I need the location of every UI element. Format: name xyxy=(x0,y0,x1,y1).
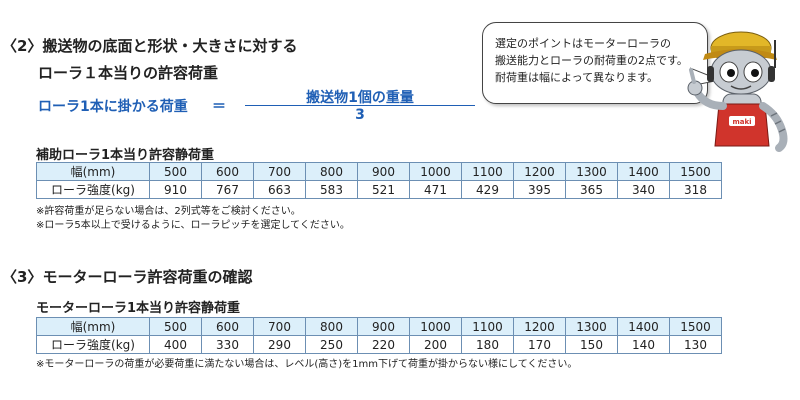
table-1-width: 1300 xyxy=(565,162,618,181)
table-2-width: 1000 xyxy=(409,317,462,336)
table-2-value: 290 xyxy=(253,335,306,354)
table-1-width: 1500 xyxy=(669,162,722,181)
table-2-width: 1200 xyxy=(513,317,566,336)
table-2-value: 250 xyxy=(305,335,358,354)
section-2-heading: 〈2〉搬送物の底面と形状・大きさに対する xyxy=(2,35,297,56)
table-2-width: 800 xyxy=(305,317,358,336)
table-2-width: 500 xyxy=(149,317,202,336)
motor-roller-load-table: 幅(mm) 500 600 700 800 900 1000 1100 1200… xyxy=(36,317,722,354)
table-1-width: 800 xyxy=(305,162,358,181)
table-1-header-row: 幅(mm) 500 600 700 800 900 1000 1100 1200… xyxy=(36,162,722,181)
table-2-value: 170 xyxy=(513,335,566,354)
table-2-value: 150 xyxy=(565,335,618,354)
section-2-number: 〈2〉 xyxy=(2,37,43,55)
table-1-title: 補助ローラ1本当り許容静荷重 xyxy=(36,148,215,163)
robot-mascot-illustration: maki xyxy=(687,31,788,152)
table-2-width: 900 xyxy=(357,317,410,336)
section-3-title: モーターローラ許容荷重の確認 xyxy=(42,268,253,286)
table-1-note-1: ※許容荷重が足らない場合は、2列式等をご検討ください。 xyxy=(36,206,301,217)
table-1-value: 583 xyxy=(305,180,358,199)
table-1-value: 365 xyxy=(565,180,618,199)
apron-label: maki xyxy=(732,118,751,126)
table-2-note-1: ※モーターローラの荷重が必要荷重に満たない場合は、レベル(高さ)を1mm下げて荷… xyxy=(36,359,578,370)
section-2-title-line2: ローラ１本当りの許容荷重 xyxy=(38,64,219,82)
table-2-row-label: ローラ強度(kg) xyxy=(36,335,150,354)
table-2-width: 1300 xyxy=(565,317,618,336)
bubble-line-2: 搬送能力とローラの耐荷重の2点です。 xyxy=(495,54,688,67)
table-1-value: 340 xyxy=(617,180,670,199)
section-2-title-line1: 搬送物の底面と形状・大きさに対する xyxy=(42,37,298,55)
table-1-value: 318 xyxy=(669,180,722,199)
table-1-note-2: ※ローラ5本以上で受けるように、ローラピッチを選定してください。 xyxy=(36,220,350,231)
bubble-line-3: 耐荷重は幅によって異なります。 xyxy=(495,71,659,84)
table-2-value: 130 xyxy=(669,335,722,354)
table-2-value: 330 xyxy=(201,335,254,354)
table-1-width: 1000 xyxy=(409,162,462,181)
table-1-width: 1200 xyxy=(513,162,566,181)
table-2-value-row: ローラ強度(kg) 400 330 290 250 220 200 180 17… xyxy=(36,335,722,354)
table-1-width: 900 xyxy=(357,162,410,181)
table-2-header-label: 幅(mm) xyxy=(36,317,150,336)
table-1-value: 663 xyxy=(253,180,306,199)
formula-numerator: 搬送物1個の重量 xyxy=(306,90,414,106)
table-2-value: 180 xyxy=(461,335,514,354)
table-1-width: 500 xyxy=(149,162,202,181)
table-1-value: 910 xyxy=(149,180,202,199)
table-2-width: 1500 xyxy=(669,317,722,336)
table-1-width: 600 xyxy=(201,162,254,181)
table-1-header-label: 幅(mm) xyxy=(36,162,150,181)
table-1-value: 471 xyxy=(409,180,462,199)
table-1-value: 767 xyxy=(201,180,254,199)
table-2-value: 400 xyxy=(149,335,202,354)
formula-equals: ＝ xyxy=(212,99,226,115)
table-1-value: 395 xyxy=(513,180,566,199)
table-2-width: 1100 xyxy=(461,317,514,336)
formula-denominator: 3 xyxy=(355,107,365,123)
table-2-width: 700 xyxy=(253,317,306,336)
table-2-title: モーターローラ1本当り許容静荷重 xyxy=(36,301,241,316)
table-2-value: 220 xyxy=(357,335,410,354)
table-1-width: 700 xyxy=(253,162,306,181)
formula-lhs: ローラ1本に掛かる荷重 xyxy=(38,99,188,115)
table-1-value-row: ローラ強度(kg) 910 767 663 583 521 471 429 39… xyxy=(36,180,722,199)
table-2-header-row: 幅(mm) 500 600 700 800 900 1000 1100 1200… xyxy=(36,317,722,336)
table-1-width: 1100 xyxy=(461,162,514,181)
section-3-heading: 〈3〉モーターローラ許容荷重の確認 xyxy=(2,266,252,287)
table-1-width: 1400 xyxy=(617,162,670,181)
section-3-number: 〈3〉 xyxy=(2,268,43,286)
bubble-line-1: 選定のポイントはモーターローラの xyxy=(495,37,671,50)
table-2-value: 200 xyxy=(409,335,462,354)
speech-bubble: 選定のポイントはモーターローラの 搬送能力とローラの耐荷重の2点です。 耐荷重は… xyxy=(482,22,708,104)
table-1-row-label: ローラ強度(kg) xyxy=(36,180,150,199)
table-1-value: 429 xyxy=(461,180,514,199)
table-1-value: 521 xyxy=(357,180,410,199)
auxiliary-roller-load-table: 幅(mm) 500 600 700 800 900 1000 1100 1200… xyxy=(36,162,722,199)
table-2-value: 140 xyxy=(617,335,670,354)
table-2-width: 600 xyxy=(201,317,254,336)
table-2-width: 1400 xyxy=(617,317,670,336)
formula-fraction-line xyxy=(245,105,475,106)
